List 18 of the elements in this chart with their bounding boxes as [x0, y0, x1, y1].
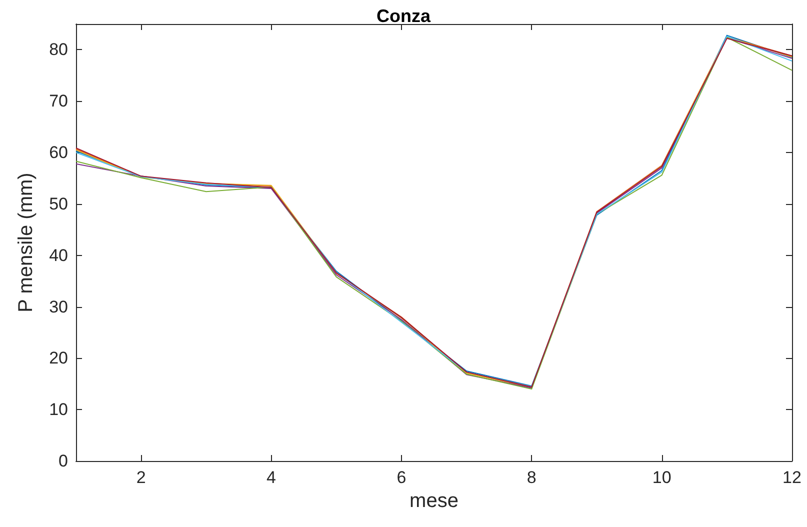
x-tick-label: 4	[266, 468, 276, 487]
chart-title: Conza	[376, 6, 432, 26]
y-tick-label: 20	[49, 348, 68, 368]
y-tick-label: 40	[49, 246, 68, 265]
x-tick-label: 6	[396, 468, 406, 487]
x-axis-title: mese	[410, 490, 458, 512]
x-tick-label: 8	[526, 468, 536, 487]
y-tick-label: 10	[49, 400, 68, 420]
y-tick-label: 0	[58, 452, 68, 470]
x-tick-label: 12	[782, 468, 802, 487]
x-tick-label: 2	[136, 468, 146, 487]
y-tick-label: 80	[49, 40, 68, 60]
y-tick-label: 30	[49, 297, 68, 316]
y-tick-label: 50	[49, 194, 68, 214]
x-tick-label: 10	[652, 468, 672, 487]
y-tick-label: 70	[49, 92, 68, 111]
y-axis-title: P mensile (mm)	[15, 172, 37, 312]
y-tick-label: 60	[49, 143, 68, 162]
